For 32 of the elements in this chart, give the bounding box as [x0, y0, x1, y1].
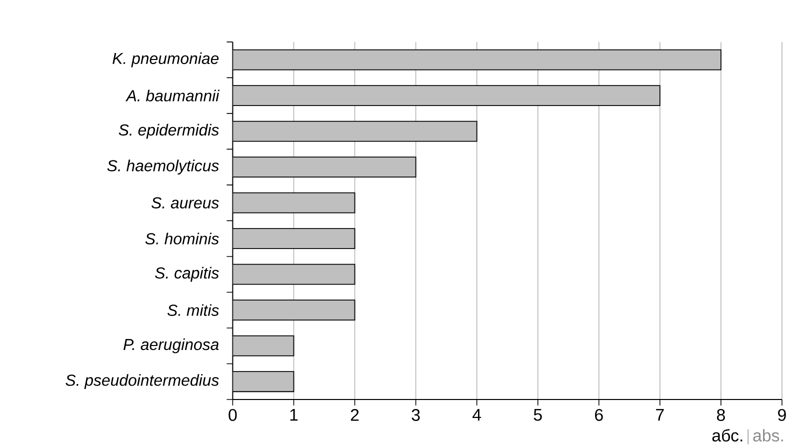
x-tick-label: 0: [228, 409, 237, 422]
bar: [232, 156, 416, 178]
bar: [232, 300, 356, 321]
bar: [232, 192, 356, 214]
bar: [232, 336, 294, 356]
y-tick-label: S. epidermidis: [118, 124, 219, 139]
bar: [232, 121, 478, 142]
bar: [232, 228, 356, 250]
x-tick-label: 7: [656, 409, 664, 421]
x-tick-label: 4: [472, 409, 482, 421]
y-tick-label: S. mitis: [167, 304, 219, 316]
text: abs.: [753, 429, 783, 442]
y-tick-label: S. haemolyticus: [107, 160, 219, 175]
bar: [232, 50, 722, 70]
y-tick-label: P. aeruginosa: [124, 338, 219, 354]
bar: [232, 85, 660, 106]
y-tick-label: S. hominis: [145, 232, 219, 245]
x-axis-title: абс.: [712, 429, 742, 442]
bar: [232, 371, 294, 392]
x-tick-label: 5: [534, 409, 542, 421]
x-tick-label: 8: [716, 409, 725, 422]
y-tick-label: K. pneumoniae: [112, 52, 219, 68]
y-tick-label: S. aureus: [152, 197, 219, 209]
y-tick-label: S. capitis: [155, 267, 219, 282]
y-tick-label: A. baumannii: [126, 90, 220, 102]
bar: [232, 264, 356, 285]
x-tick-label: 1: [290, 409, 298, 421]
x-tick-label: 6: [595, 409, 603, 422]
y-tick-label: S. pseudointermedius: [66, 374, 219, 390]
x-tick-label: 9: [778, 409, 786, 422]
x-tick-label: 2: [350, 409, 359, 421]
x-tick-label: 3: [412, 409, 420, 422]
